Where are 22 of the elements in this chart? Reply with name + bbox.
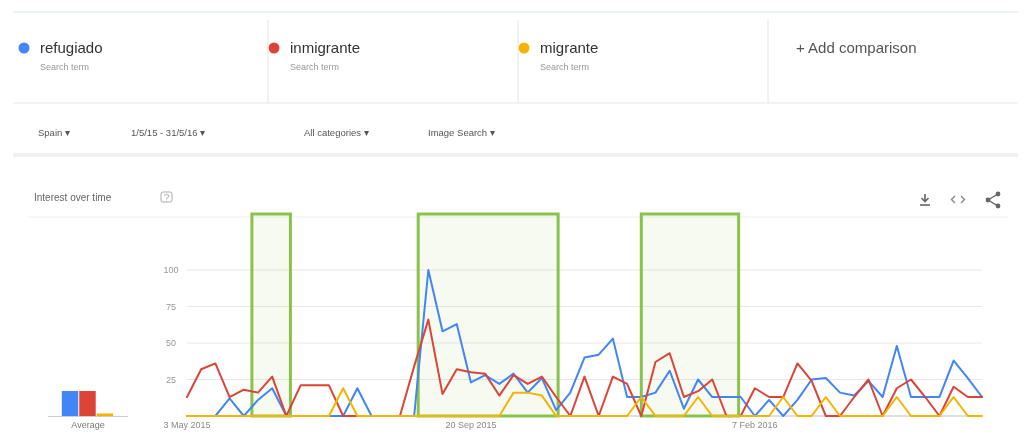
- y-tick-label: 50: [165, 338, 177, 348]
- text: Search term: [40, 62, 90, 72]
- y-tick-label: 100: [163, 265, 179, 275]
- text: + Add comparison: [796, 39, 917, 56]
- legend-label: inmigrante: [290, 39, 361, 56]
- y-tick-label: 25: [165, 374, 177, 385]
- x-tick-label: 3 May 2015: [163, 420, 211, 430]
- text: Interest over time: [34, 192, 112, 203]
- y-tick-label: 75: [165, 301, 177, 312]
- text: Spain ▾: [38, 127, 70, 138]
- legend-label: refugiado: [40, 39, 103, 56]
- line-series: [186, 387, 983, 417]
- text: All categories ▾: [304, 127, 369, 138]
- text: Search term: [540, 62, 590, 72]
- x-tick-label: 7 Feb 2016: [732, 420, 778, 430]
- legend-label: migrante: [540, 39, 599, 56]
- x-tick-label: Average: [71, 420, 105, 430]
- x-tick-label: 20 Sep 2015: [445, 420, 497, 430]
- line-series: [186, 318, 983, 417]
- text: 1/5/15 - 31/5/16 ▾: [131, 127, 206, 138]
- text: Image Search ▾: [428, 127, 495, 138]
- text: Search term: [290, 62, 340, 72]
